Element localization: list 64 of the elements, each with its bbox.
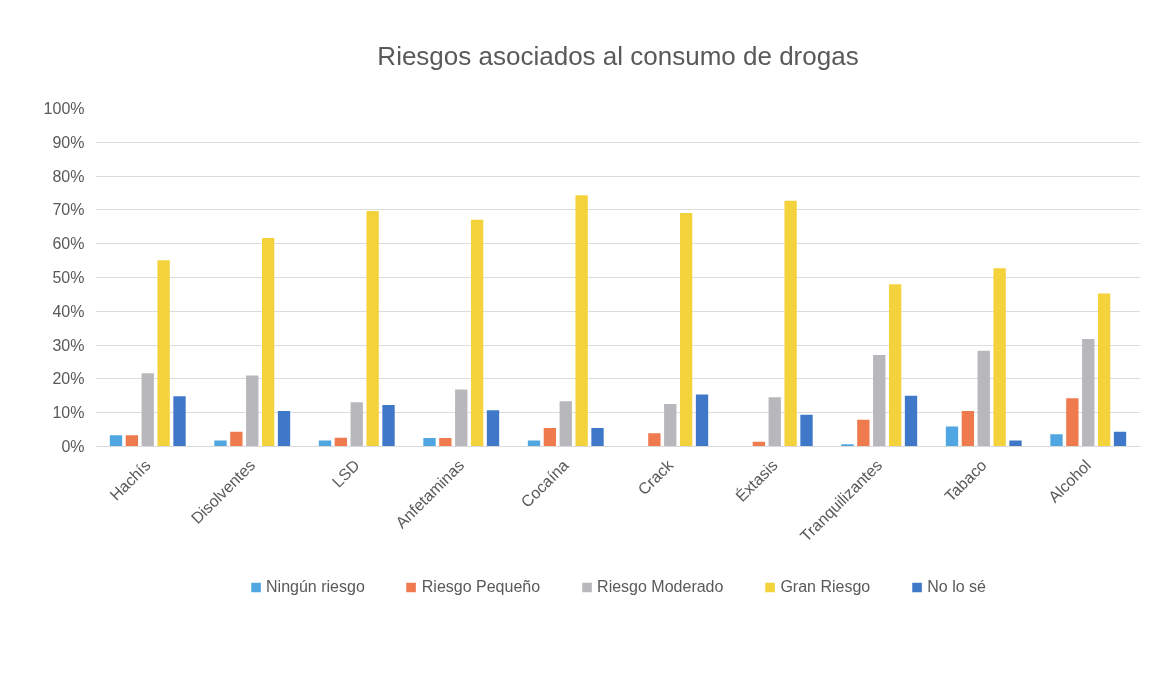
bar xyxy=(1082,339,1095,447)
bar xyxy=(800,414,813,447)
bar xyxy=(977,350,990,447)
bar xyxy=(543,427,557,447)
bar xyxy=(1113,431,1127,447)
bar xyxy=(648,433,661,447)
bar xyxy=(945,426,959,447)
bar xyxy=(527,440,541,447)
bar xyxy=(350,402,363,447)
bar xyxy=(455,389,468,447)
bar xyxy=(559,401,572,447)
bar xyxy=(904,395,918,447)
y-tick-label: 100% xyxy=(43,100,85,117)
y-tick-label: 40% xyxy=(52,302,85,320)
y-tick-label: 30% xyxy=(52,336,85,354)
bar xyxy=(246,375,259,447)
bar xyxy=(873,354,886,447)
bar xyxy=(261,237,275,447)
bar xyxy=(1066,398,1079,447)
bar xyxy=(486,410,500,447)
bar xyxy=(664,403,677,447)
y-tick-label: 50% xyxy=(52,269,85,286)
legend-label: Gran Riesgo xyxy=(780,578,871,596)
y-tick-label: 90% xyxy=(52,133,85,151)
y-tick-label: 0% xyxy=(61,438,85,455)
bar xyxy=(141,373,154,447)
legend-label: No lo sé xyxy=(927,578,986,596)
bar xyxy=(1009,440,1022,447)
bar xyxy=(230,431,243,447)
legend-label: Riesgo Moderado xyxy=(597,578,724,596)
bar xyxy=(784,200,797,447)
x-tick-label: LSD xyxy=(328,456,363,491)
bar xyxy=(173,396,186,447)
bar xyxy=(318,440,332,447)
bar xyxy=(993,268,1006,447)
bar xyxy=(768,397,781,447)
bar xyxy=(1097,293,1111,447)
y-tick-label: 60% xyxy=(52,235,85,253)
bar xyxy=(423,438,436,447)
bar xyxy=(841,444,854,447)
bar xyxy=(277,411,291,447)
bar xyxy=(857,419,870,447)
y-tick-label: 10% xyxy=(52,404,85,422)
y-tick-label: 70% xyxy=(52,201,85,219)
bar xyxy=(214,440,227,447)
bar xyxy=(382,404,395,447)
bar xyxy=(366,210,379,447)
bar xyxy=(961,411,975,447)
bar xyxy=(125,435,139,447)
chart-title: Riesgos asociados al consumo de drogas xyxy=(377,40,859,71)
y-tick-label: 80% xyxy=(52,167,85,185)
bar xyxy=(575,195,588,447)
bar xyxy=(157,260,170,447)
bar xyxy=(591,427,604,447)
bar xyxy=(679,212,693,447)
y-tick-label: 20% xyxy=(52,370,85,388)
legend-label: Ningún riesgo xyxy=(266,578,365,596)
bar xyxy=(1050,434,1063,447)
bar xyxy=(888,284,902,447)
legend-label: Riesgo Pequeño xyxy=(421,578,541,596)
bar xyxy=(439,438,452,447)
bar xyxy=(695,394,709,447)
bar xyxy=(109,435,123,447)
bar xyxy=(470,219,484,447)
